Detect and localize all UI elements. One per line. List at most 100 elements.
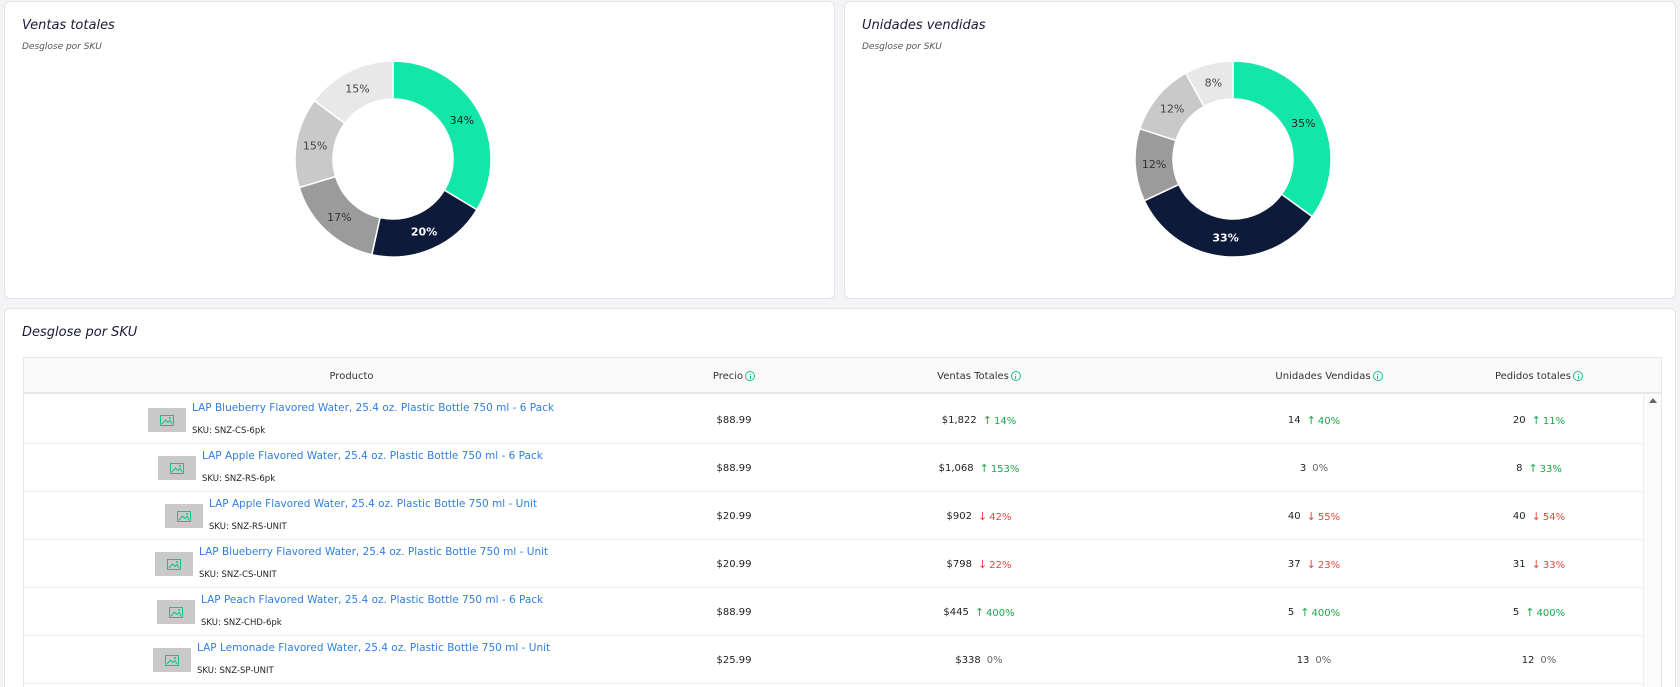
ventas-cell: $902 ↓ 42% xyxy=(946,509,1012,523)
info-icon[interactable] xyxy=(1010,371,1021,381)
product-image-placeholder-icon xyxy=(148,408,186,432)
arrow-down-icon: ↓ xyxy=(978,509,988,523)
donut-slice-label-1: 34% xyxy=(450,114,474,127)
info-icon[interactable] xyxy=(1372,371,1383,381)
table-row[interactable]: LAP Blueberry Flavored Water, 25.4 oz. P… xyxy=(24,540,1644,588)
unidades-change: 0% xyxy=(1315,654,1332,666)
product-name-link[interactable]: LAP Blueberry Flavored Water, 25.4 oz. P… xyxy=(199,546,549,558)
ventas-cell: $338 0% xyxy=(955,654,1003,666)
unidades-change: ↓ 23% xyxy=(1306,557,1341,571)
table-row[interactable]: LAP Apple Flavored Water, 25.4 oz. Plast… xyxy=(24,444,1644,492)
unidades-cell: 37 ↓ 23% xyxy=(1287,557,1341,571)
ventas-card-title: Ventas totales xyxy=(22,18,115,33)
arrow-up-icon: ↑ xyxy=(1525,605,1535,619)
donut-slice-label-4: 12% xyxy=(1160,103,1184,116)
table-row[interactable]: LAP Blueberry Flavored Water, 25.4 oz. P… xyxy=(24,396,1644,444)
header-ventas-totales[interactable]: Ventas Totales xyxy=(904,358,1054,394)
ventas-change: ↓ 22% xyxy=(978,557,1012,571)
arrow-up-icon: ↑ xyxy=(1300,605,1310,619)
product-image-placeholder-icon xyxy=(157,600,195,624)
product-image-placeholder-icon xyxy=(153,648,191,672)
product-name-link[interactable]: LAP Blueberry Flavored Water, 25.4 oz. P… xyxy=(192,402,554,414)
header-producto[interactable]: Producto xyxy=(329,370,374,382)
pedidos-change: 0% xyxy=(1540,654,1557,666)
arrow-up-icon: ↑ xyxy=(1528,461,1538,475)
product-name-link[interactable]: LAP Apple Flavored Water, 25.4 oz. Plast… xyxy=(202,450,543,462)
donut-slice-label-2: 20% xyxy=(411,226,437,239)
info-icon[interactable] xyxy=(745,371,756,381)
product-sku: SKU: SNZ-CHD-6pk xyxy=(201,618,282,628)
unidades-change: ↑ 400% xyxy=(1300,605,1341,619)
ventas-cell: $1,068 ↑ 153% xyxy=(938,461,1020,475)
pedidos-cell: 8 ↑ 33% xyxy=(1516,461,1562,475)
unidades-cell: 40 ↓ 55% xyxy=(1287,509,1341,523)
ventas-donut-chart[interactable]: 34% 20% 17% 15% 15% xyxy=(5,2,836,300)
product-image-placeholder-icon xyxy=(158,456,196,480)
pedidos-cell: 40 ↓ 54% xyxy=(1512,509,1566,523)
precio-cell: $25.99 xyxy=(716,654,752,666)
precio-cell: $88.99 xyxy=(716,462,752,474)
unidades-donut-chart[interactable]: 35% 33% 12% 12% 8% xyxy=(845,2,1677,300)
arrow-up-icon: ↑ xyxy=(1531,413,1541,427)
table-row[interactable]: LAP Lemonade Flavored Water, 25.4 oz. Pl… xyxy=(24,636,1644,684)
pedidos-cell: 5 ↑ 400% xyxy=(1512,605,1566,619)
unidades-change: 0% xyxy=(1312,462,1329,474)
ventas-change: ↑ 400% xyxy=(974,605,1015,619)
header-precio[interactable]: Precio xyxy=(679,358,789,394)
ventas-card-subtitle: Desglose por SKU xyxy=(22,42,102,52)
pedidos-change: ↑ 11% xyxy=(1531,413,1566,427)
arrow-down-icon: ↓ xyxy=(1531,509,1541,523)
arrow-up-icon: ↑ xyxy=(982,413,992,427)
table-scrollbar[interactable] xyxy=(1643,394,1661,687)
product-sku: SKU: SNZ-RS-6pk xyxy=(202,474,276,484)
unidades-cell: 13 0% xyxy=(1296,654,1332,666)
ventas-change: ↑ 153% xyxy=(979,461,1020,475)
product-sku: SKU: SNZ-SP-UNIT xyxy=(197,666,274,676)
pedidos-cell: 20 ↑ 11% xyxy=(1512,413,1566,427)
unidades-cell: 3 0% xyxy=(1299,462,1329,474)
ventas-totales-card: Ventas totales Desglose por SKU 34% 20% 17… xyxy=(4,1,835,299)
donut-slice-label-2: 33% xyxy=(1212,232,1238,245)
donut-slice-1[interactable] xyxy=(392,60,492,211)
ventas-cell: $1,822 ↑ 14% xyxy=(941,413,1017,427)
scroll-up-arrow-icon[interactable] xyxy=(1649,398,1657,403)
arrow-up-icon: ↑ xyxy=(974,605,985,619)
arrow-up-icon: ↑ xyxy=(979,461,989,475)
product-image-placeholder-icon xyxy=(165,504,203,528)
donut-slice-label-1: 35% xyxy=(1291,117,1315,130)
precio-cell: $88.99 xyxy=(716,606,752,618)
donut-slice-2[interactable] xyxy=(1143,183,1314,258)
arrow-up-icon: ↑ xyxy=(1306,413,1316,427)
sku-table: Producto Precio Ventas Totales Unidades … xyxy=(23,357,1662,687)
pedidos-change: ↑ 33% xyxy=(1528,461,1562,475)
header-unidades-vendidas[interactable]: Unidades Vendidas xyxy=(1239,358,1419,394)
ventas-cell: $445 ↑ 400% xyxy=(943,605,1015,619)
unidades-cell: 5 ↑ 400% xyxy=(1287,605,1341,619)
table-title: Desglose por SKU xyxy=(22,325,138,340)
product-sku: SKU: SNZ-CS-UNIT xyxy=(199,570,277,580)
product-name-link[interactable]: LAP Apple Flavored Water, 25.4 oz. Plast… xyxy=(209,498,538,510)
donut-slice-label-3: 12% xyxy=(1142,158,1166,171)
donut-slice-1[interactable] xyxy=(1232,60,1332,218)
arrow-down-icon: ↓ xyxy=(978,557,988,571)
precio-cell: $20.99 xyxy=(716,558,752,570)
precio-cell: $20.99 xyxy=(716,510,752,522)
unidades-vendidas-card: Unidades vendidas Desglose por SKU 35% 33… xyxy=(844,1,1676,299)
donut-slice-5[interactable] xyxy=(313,60,394,125)
ventas-change: ↓ 42% xyxy=(978,509,1012,523)
ventas-change: ↑ 14% xyxy=(982,413,1017,427)
product-name-link[interactable]: LAP Lemonade Flavored Water, 25.4 oz. Pl… xyxy=(197,642,551,654)
table-row[interactable]: LAP Peach Flavored Water, 25.4 oz. Plast… xyxy=(24,588,1644,636)
ventas-cell: $798 ↓ 22% xyxy=(946,557,1012,571)
arrow-down-icon: ↓ xyxy=(1531,557,1541,571)
precio-cell: $88.99 xyxy=(716,414,752,426)
unidades-change: ↑ 40% xyxy=(1306,413,1341,427)
table-row[interactable]: LAP Apple Flavored Water, 25.4 oz. Plast… xyxy=(24,492,1644,540)
product-sku: SKU: SNZ-CS-6pk xyxy=(192,426,266,436)
pedidos-change: ↑ 400% xyxy=(1525,605,1566,619)
donut-slice-2[interactable] xyxy=(370,189,478,258)
info-icon[interactable] xyxy=(1573,371,1584,381)
product-name-link[interactable]: LAP Peach Flavored Water, 25.4 oz. Plast… xyxy=(201,594,544,606)
header-pedidos-totales[interactable]: Pedidos totales xyxy=(1464,358,1614,394)
donut-slice-5[interactable] xyxy=(1184,60,1234,108)
